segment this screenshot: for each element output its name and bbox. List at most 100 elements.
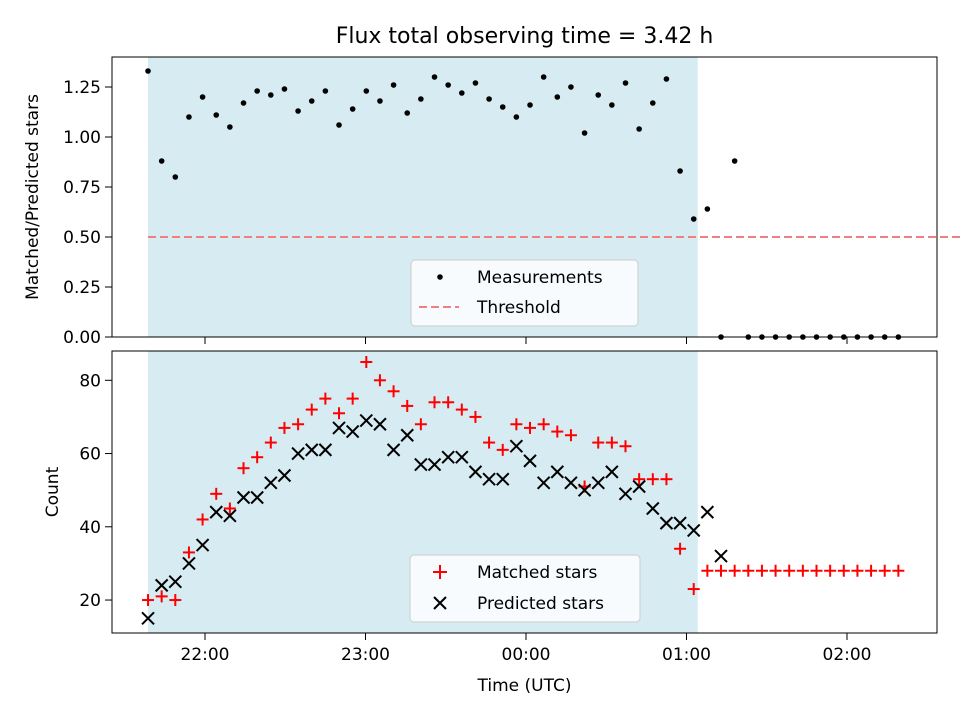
measurements-point: [540, 74, 547, 80]
matched-stars-point: [223, 502, 236, 515]
predicted-stars-point: [577, 483, 592, 497]
top-legend-box: [410, 259, 639, 327]
measurements-point: [158, 158, 165, 164]
legend-marker-matched-stars: [433, 565, 447, 579]
matched-stars-point: [824, 564, 837, 577]
matched-stars-point: [210, 487, 223, 500]
matched-stars-point: [564, 429, 577, 442]
x-tick-label: 22:00: [181, 645, 230, 665]
measurements-point: [418, 96, 424, 102]
y-tick-label: 60: [79, 445, 101, 465]
matched-stars-point: [646, 473, 659, 486]
matched-stars-point: [333, 407, 346, 420]
bottom-legend-box: [409, 554, 641, 623]
matched-stars-point: [687, 583, 700, 596]
predicted-stars-point: [646, 501, 660, 516]
bottom-y-axis-label: Count: [43, 466, 63, 517]
measurements-point: [499, 104, 506, 110]
predicted-stars-point: [700, 505, 715, 519]
matched-stars-point: [701, 564, 714, 577]
predicted-stars-point: [264, 476, 278, 490]
matched-stars-point: [660, 473, 673, 486]
matched-stars-point: [769, 564, 782, 577]
legend-label-threshold: Threshold: [476, 298, 561, 318]
measurements-point: [445, 82, 451, 88]
measurements-point: [431, 74, 438, 80]
measurements-point: [677, 168, 683, 174]
matched-stars-point: [742, 564, 755, 577]
bottom-plot-frame: [111, 350, 938, 634]
matched-stars-point: [387, 385, 400, 398]
predicted-stars-point: [414, 457, 428, 472]
matched-stars-point: [401, 399, 414, 412]
matched-stars-point: [783, 564, 796, 577]
measurements-point: [377, 98, 383, 104]
predicted-stars-point: [236, 490, 251, 505]
predicted-stars-point: [509, 439, 524, 453]
predicted-stars-point: [386, 443, 401, 457]
legend-label-matched-stars: Matched stars: [477, 563, 597, 583]
predicted-stars-point: [400, 428, 414, 442]
matched-stars-point: [837, 564, 850, 577]
measurements-point: [186, 114, 192, 120]
predicted-stars-point: [482, 472, 496, 486]
predicted-stars-point: [632, 479, 646, 494]
predicted-stars-point: [223, 509, 237, 523]
matched-stars-point: [305, 403, 318, 416]
bottom-legend: Matched stars Predicted stars: [409, 554, 641, 623]
chart-title: Flux total observing time = 3.42 h: [336, 24, 714, 49]
legend-marker-predicted-stars: [433, 596, 447, 610]
matched-stars-point: [319, 392, 332, 405]
legend-label-measurements: Measurements: [477, 268, 603, 288]
matched-stars-point: [851, 564, 864, 577]
measurements-point: [636, 126, 642, 132]
measurements-point: [486, 96, 492, 102]
predicted-stars-point: [659, 516, 674, 530]
y-tick-label: 1.00: [63, 128, 101, 148]
predicted-stars-point: [468, 465, 483, 479]
matched-stars-point: [455, 403, 468, 416]
matched-stars-point: [346, 392, 359, 405]
flux-ratio-panel: 0.00 0.25 0.50 0.75 1.00 1.25 Flux total obse…: [23, 24, 960, 348]
matched-stars-point: [278, 421, 291, 434]
matched-stars-point: [414, 418, 427, 431]
predicted-stars-point: [496, 472, 510, 486]
matched-stars-point: [292, 418, 305, 431]
measurements-point: [390, 82, 397, 88]
measurements-point: [649, 100, 656, 106]
predicted-stars-point: [318, 443, 333, 457]
top-legend: Measurements Threshold: [410, 259, 639, 327]
matched-stars-point: [237, 462, 250, 475]
measurements-point: [240, 100, 247, 106]
predicted-stars-point: [441, 450, 455, 464]
measurements-point: [663, 76, 670, 82]
legend-marker-measurements: [437, 274, 443, 280]
x-tick-label: 02:00: [823, 645, 872, 665]
y-tick-label: 0.00: [63, 328, 101, 348]
matched-stars-point: [551, 425, 564, 438]
matched-stars-point: [619, 440, 632, 453]
predicted-stars-point: [182, 556, 196, 571]
predicted-stars-point: [373, 417, 387, 431]
measurements-point: [172, 174, 179, 180]
predicted-stars-point: [305, 443, 319, 457]
matched-stars-point: [373, 374, 386, 387]
measurements-point: [690, 216, 697, 222]
measurements-point: [363, 88, 370, 94]
measurements-point: [568, 84, 574, 90]
measurements-point: [268, 92, 274, 98]
predicted-stars-point: [427, 457, 442, 472]
x-axis-label: Time (UTC): [477, 676, 572, 696]
matched-stars-point: [674, 542, 687, 555]
matched-stars-point: [796, 564, 809, 577]
y-tick-label: 40: [79, 518, 101, 538]
matched-stars-point: [496, 443, 509, 456]
measurements-point: [322, 88, 329, 94]
measurements-point: [349, 106, 356, 112]
matched-stars-point: [728, 564, 741, 577]
matched-stars-point: [469, 410, 482, 423]
y-tick-label: 0.75: [63, 178, 101, 198]
top-y-axis-label: Matched/Predicted stars: [23, 94, 43, 300]
matched-stars-point: [483, 436, 496, 449]
